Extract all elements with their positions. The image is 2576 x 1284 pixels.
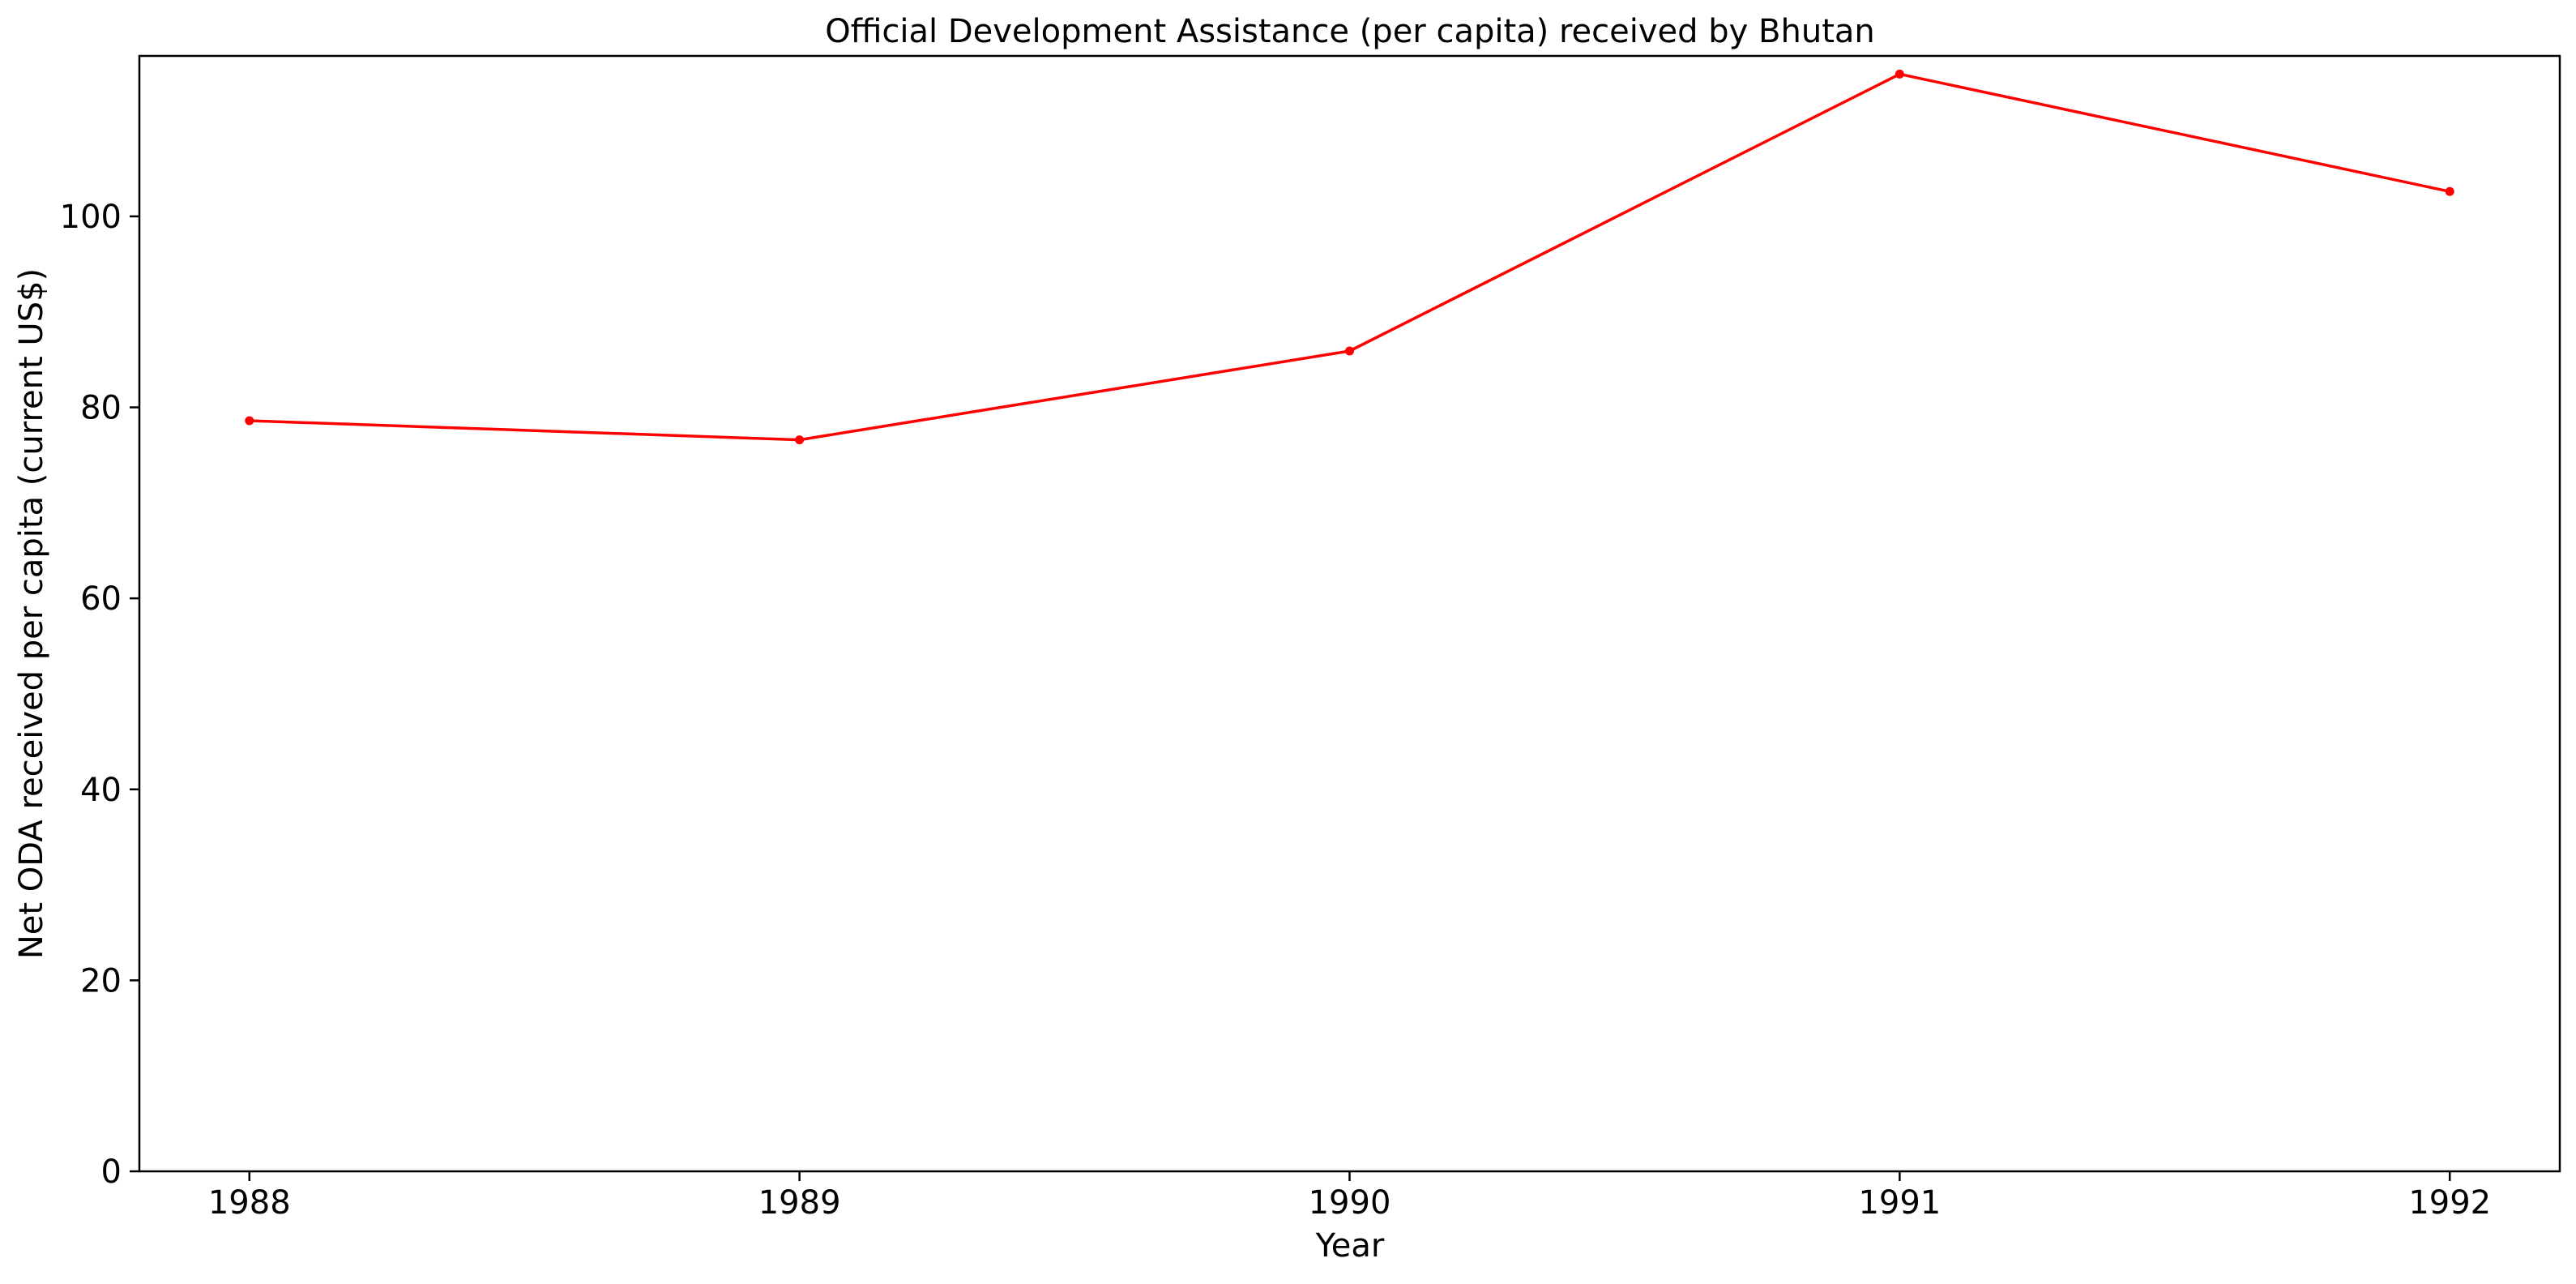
chart-title: Official Development Assistance (per cap… (825, 13, 1875, 50)
x-tick-label: 1988 (208, 1184, 291, 1222)
x-tick-label: 1990 (1309, 1184, 1391, 1222)
y-tick-label: 100 (60, 199, 122, 236)
data-point (795, 435, 805, 445)
plot-frame (138, 54, 2561, 1173)
y-tick-label: 0 (101, 1153, 122, 1191)
y-tick-label: 80 (80, 390, 122, 427)
x-tick-label: 1991 (1858, 1184, 1941, 1222)
y-axis-label: Net ODA received per capita (current US$… (13, 268, 50, 959)
x-axis-ticks: 1988 1989 1990 1991 1992 (208, 1171, 2491, 1222)
data-point (1345, 346, 1354, 356)
data-point (2445, 186, 2454, 196)
y-tick-label: 60 (80, 580, 122, 618)
data-point (1895, 69, 1904, 79)
plot-area (138, 54, 2561, 1173)
y-tick-label: 20 (80, 962, 122, 999)
x-axis-label: Year (1315, 1227, 1385, 1265)
data-point (245, 416, 254, 426)
x-tick-label: 1992 (2408, 1184, 2491, 1222)
series-group (245, 69, 2454, 445)
y-tick-label: 40 (80, 772, 122, 809)
x-tick-label: 1989 (758, 1184, 841, 1222)
y-axis-ticks: 0 20 40 60 80 100 (60, 199, 139, 1191)
